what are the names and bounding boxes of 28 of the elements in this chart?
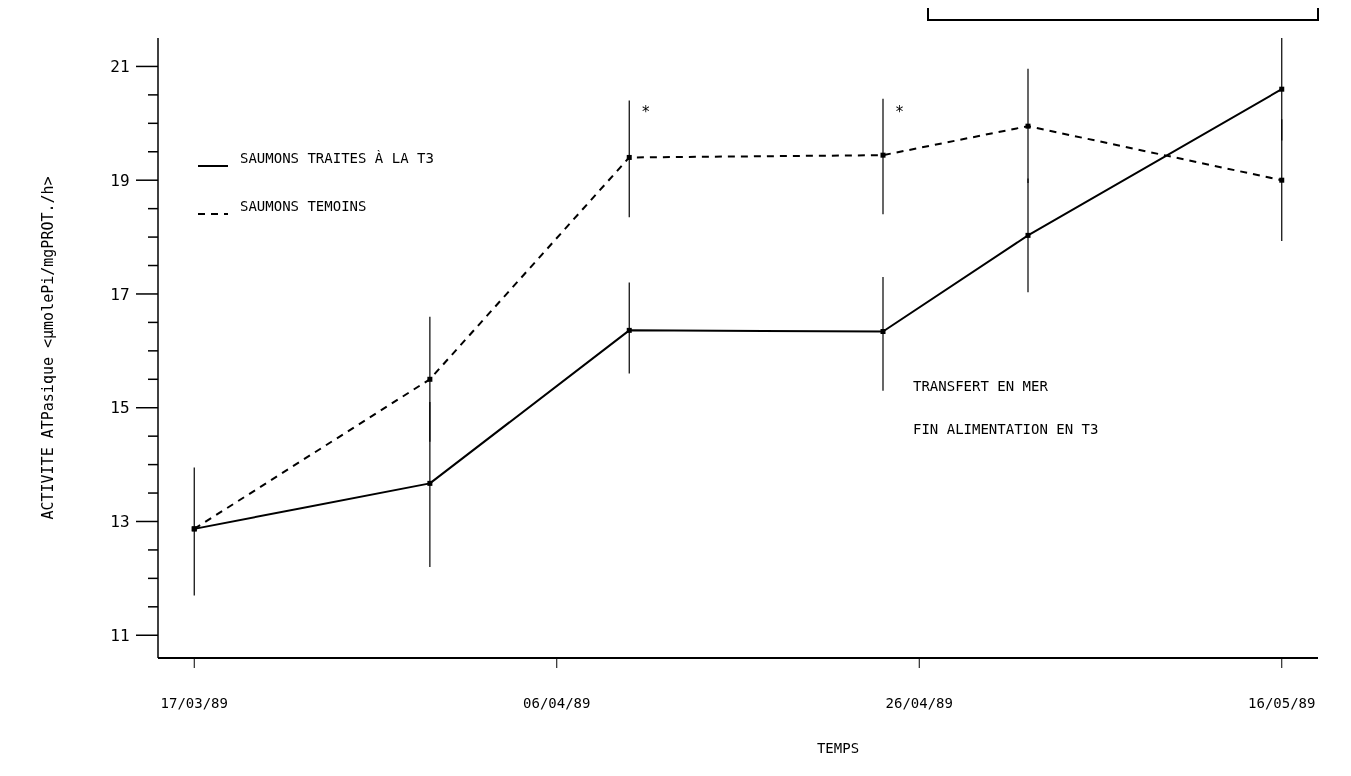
annotation: * — [895, 103, 905, 122]
x-tick-label: 17/03/89 — [160, 695, 228, 711]
point — [880, 152, 886, 158]
x-tick-label: 06/04/89 — [523, 695, 591, 711]
point — [427, 376, 433, 382]
point — [427, 480, 433, 486]
point — [880, 329, 886, 335]
y-tick-label: 19 — [110, 170, 130, 190]
legend-label: SAUMONS TEMOINS — [240, 197, 367, 214]
point — [1025, 232, 1031, 238]
y-tick-label: 11 — [110, 625, 130, 645]
y-axis-title: ACTIVITE ATPasique <µmolePi/mgPROT./h> — [39, 176, 57, 520]
annotation: TRANSFERT EN MER — [913, 377, 1049, 394]
y-tick-label: 15 — [110, 398, 130, 418]
y-tick-label: 17 — [110, 284, 130, 304]
point — [1279, 86, 1285, 92]
y-tick-label: 21 — [110, 57, 130, 77]
point — [626, 327, 632, 333]
legend-label: SAUMONS TRAITES À LA T3 — [240, 149, 434, 166]
x-axis-title: TEMPS — [816, 740, 860, 756]
y-tick-label: 13 — [110, 512, 130, 532]
x-tick-label: 16/05/89 — [1248, 695, 1316, 711]
annotation: * — [641, 103, 651, 122]
annotation: FIN ALIMENTATION EN T3 — [913, 420, 1099, 437]
point — [1025, 123, 1031, 129]
point — [626, 154, 632, 160]
point — [1279, 177, 1285, 183]
x-tick-label: 26/04/89 — [885, 695, 953, 711]
